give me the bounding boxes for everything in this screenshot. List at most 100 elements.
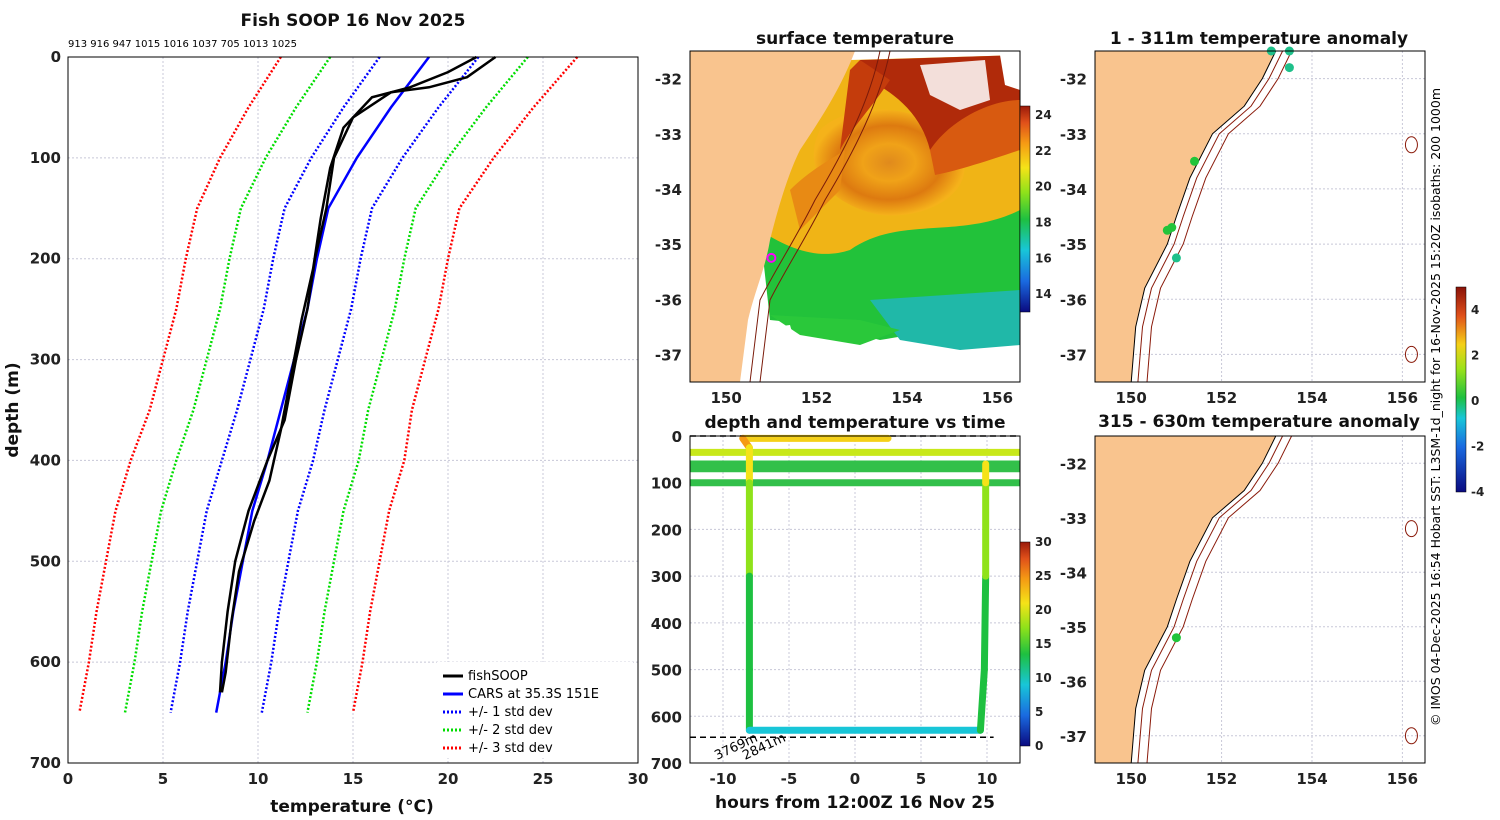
sst-colorbar-tick-label: 24 [1035,108,1052,122]
track-colorbar-tick-label: 15 [1035,637,1052,651]
anomaly-upper-y-tick-label: -37 [1060,346,1087,364]
anomaly-upper-map [1094,50,1425,383]
profile-y-tick-label: 200 [30,250,61,268]
profile-y-tick-label: 0 [51,48,61,66]
std-dev-line-3-low [78,56,282,713]
anomaly-lower-x-tick-label: 154 [1296,770,1327,788]
anomaly-upper-y-tick-label: -34 [1060,181,1087,199]
anomaly-lower-x-ticks: 150 152 154 156 [1116,770,1419,788]
sst-field [690,51,1020,382]
anomaly-lower-y-tick-label: -35 [1060,619,1087,637]
profile-y-tick-label: 700 [30,754,61,772]
anomaly-upper-x-tick-label: 154 [1296,389,1327,407]
anomaly-lower-seamount [1404,520,1418,538]
track-panel: depth and temperature vs time -10 -5 0 5 10 … [651,413,1052,813]
profile-y-tick-label: 500 [30,552,61,570]
legend-label-std2: +/- 2 std dev [468,723,553,738]
profile-x-tick-label: 10 [248,770,269,788]
track-colorbar [1019,541,1031,747]
std-dev-line-1-low [169,56,381,713]
profile-axes-box [67,56,639,764]
anomaly-upper-x-tick-label: 150 [1116,389,1147,407]
sst-y-tick-label: -32 [655,71,682,89]
anomaly-lower-x-tick-label: 150 [1116,770,1147,788]
track-y-tick-label: 500 [651,662,682,680]
profile-x-tick-label: 0 [63,770,73,788]
anomaly-upper-anomaly-point [1284,63,1294,73]
anomaly-lower-isobath [1137,435,1284,764]
sst-x-tick-label: 150 [711,389,742,407]
anomaly-colorbar-tick-label: -2 [1471,439,1484,453]
anomaly-lower-y-ticks: -32 -33 -34 -35 -36 -37 [1060,455,1087,746]
legend-label-std1: +/- 1 std dev [468,705,553,720]
track-y-ticks: 0 100 200 300 400 500 600 700 [651,428,682,773]
track-segment [980,572,990,674]
track-x-tick-label: 10 [977,770,998,788]
track-colorbar-tick-label: 30 [1035,535,1052,549]
profile-xlabel: temperature (°C) [270,797,434,817]
anomaly-lower-y-tick-label: -33 [1060,510,1087,528]
anomaly-colorbar [1455,286,1467,493]
sst-colorbar-tick-label: 20 [1035,180,1052,194]
anomaly-lower-x-tick-label: 156 [1387,770,1418,788]
anomaly-upper-title: 1 - 311m temperature anomaly [1110,29,1408,49]
anomaly-upper-land [1094,50,1277,383]
anomaly-upper-anomaly-point [1162,225,1172,235]
anomaly-upper-y-tick-label: -33 [1060,126,1087,144]
track-y-tick-label: 100 [651,475,682,493]
track-xlabel: hours from 12:00Z 16 Nov 25 [715,793,995,813]
profile-panel: Fish SOOP 16 Nov 2025 913 916 947 1015 1… [3,11,648,817]
anomaly-upper-panel: 1 - 311m temperature anomaly 150 152 154 15… [1060,29,1426,407]
sst-y-tick-label: -33 [655,126,682,144]
profile-x-ticks: 0 5 10 15 20 25 30 [63,770,649,788]
anomaly-lower-y-tick-label: -32 [1060,455,1087,473]
anomaly-upper-y-ticks: -32 -33 -34 -35 -36 -37 [1060,71,1087,365]
anomaly-upper-seamount [1404,345,1418,363]
profile-ylabel: depth (m) [3,362,23,457]
sst-y-tick-label: -36 [655,291,682,309]
track-x-ticks: -10 -5 0 5 10 [709,770,997,788]
sst-panel: surface temperature [655,29,1052,407]
track-y-tick-label: 0 [672,428,682,446]
profile-x-tick-label: 25 [533,770,554,788]
profile-y-tick-label: 300 [30,351,61,369]
sst-y-ticks: -32 -33 -34 -35 -36 -37 [655,71,682,365]
track-y-tick-label: 300 [651,568,682,586]
track-x-tick-label: 5 [916,770,926,788]
anomaly-upper-y-tick-label: -35 [1060,236,1087,254]
anomaly-lower-x-tick-label: 152 [1206,770,1237,788]
track-y-tick-label: 200 [651,521,682,539]
anomaly-upper-x-tick-label: 156 [1387,389,1418,407]
anomaly-lower-panel: 315 - 630m temperature anomaly 150 152 154… [1060,286,1484,788]
std-dev-line-3-high [351,56,579,713]
profile-legend: fishSOOP CARS at 35.3S 151E +/- 1 std de… [437,662,633,758]
legend-label-fishsoop: fishSOOP [468,669,528,684]
anomaly-upper-isobath [1146,50,1293,383]
track-y-tick-label: 600 [651,708,682,726]
anomaly-upper-x-ticks: 150 152 154 156 [1116,389,1419,407]
track-colorbar-tick-label: 20 [1035,603,1052,617]
track-title: depth and temperature vs time [705,413,1006,433]
legend-label-cars: CARS at 35.3S 151E [468,687,599,702]
profile-y-ticks: 0 100 200 300 400 500 600 700 [30,48,61,772]
sst-colorbar-tick-label: 18 [1035,215,1052,229]
track-x-tick-label: -5 [781,770,798,788]
anomaly-lower-axes-box [1094,435,1426,764]
sst-title: surface temperature [756,29,954,49]
sst-x-ticks: 150 152 154 156 [711,389,1014,407]
anomaly-upper-x-tick-label: 152 [1206,389,1237,407]
anomaly-upper-anomaly-point [1171,253,1181,263]
profile-top-annotation: 913 916 947 1015 1016 1037 705 1013 1025 [68,39,297,50]
anomaly-lower-land [1094,435,1277,764]
sst-colorbar-tick-label: 14 [1035,287,1052,301]
profile-title: Fish SOOP 16 Nov 2025 [241,11,466,31]
profile-y-tick-label: 600 [30,653,61,671]
anomaly-lower-map [1094,435,1425,764]
anomaly-upper-axes-box [1094,50,1426,383]
anomaly-lower-y-tick-label: -34 [1060,564,1087,582]
track-y-tick-label: 400 [651,615,682,633]
track-x-tick-label: -10 [709,770,736,788]
anomaly-lower-y-tick-label: -36 [1060,673,1087,691]
profile-x-tick-label: 5 [158,770,168,788]
sst-y-tick-label: -34 [655,181,682,199]
